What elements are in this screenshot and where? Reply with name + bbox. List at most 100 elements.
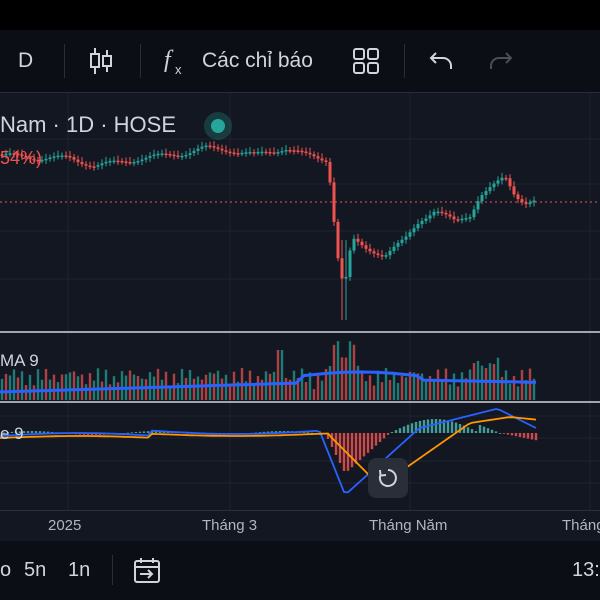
layout-button[interactable]: [352, 30, 380, 92]
volume-bar: [384, 368, 388, 400]
candle-body: [60, 155, 64, 158]
volume-bar: [16, 377, 20, 400]
macd-histogram-bar: [302, 432, 306, 433]
chart-area[interactable]: [0, 93, 600, 510]
macd-histogram-bar: [454, 422, 458, 433]
candle-body: [256, 151, 260, 154]
macd-histogram-bar: [130, 432, 134, 434]
range-button-5n[interactable]: 5n: [24, 541, 46, 600]
redo-button[interactable]: [488, 30, 514, 92]
candle-body: [136, 161, 140, 163]
volume-bar: [380, 382, 384, 400]
macd-histogram-bar: [398, 428, 402, 433]
volume-bar: [260, 379, 264, 400]
candle-body: [192, 150, 196, 154]
macd-histogram-bar: [450, 421, 454, 433]
macd-histogram-bar: [350, 433, 354, 468]
candlestick-icon: [90, 48, 112, 74]
macd-histogram-bar: [14, 431, 18, 433]
volume-bar: [28, 374, 32, 400]
volume-bar: [428, 375, 432, 400]
candle-body: [428, 215, 432, 219]
candle-body: [216, 147, 220, 149]
candle-body: [384, 255, 388, 257]
volume-bar: [180, 368, 184, 400]
candle-body: [500, 177, 504, 181]
reset-view-button[interactable]: [368, 458, 408, 498]
macd-histogram-bar: [354, 433, 358, 464]
candle-body: [380, 255, 384, 257]
fx-icon: f x: [164, 47, 182, 77]
volume-ma-line: [0, 370, 537, 394]
volume-bar: [100, 381, 104, 400]
range-button-1n[interactable]: 1n: [68, 541, 90, 600]
macd-histogram-bar: [338, 433, 342, 463]
clock-readout[interactable]: 13:: [572, 541, 600, 600]
candle-body: [392, 246, 396, 251]
volume-bar: [268, 373, 272, 400]
macd-histogram-bar: [22, 431, 26, 433]
volume-bar: [316, 372, 320, 400]
volume-bar: [456, 386, 460, 400]
candle-body: [444, 212, 448, 215]
candle-body: [140, 159, 144, 162]
volume-bar: [128, 370, 132, 400]
macd-histogram-bar: [490, 429, 494, 433]
candle-body: [440, 211, 444, 214]
symbol-legend[interactable]: Nam · 1D · HOSE: [0, 112, 177, 137]
date-range-button[interactable]: [132, 541, 162, 600]
volume-bar: [96, 368, 100, 400]
chart-toolbar: D f x Các chỉ báo: [0, 30, 600, 93]
undo-button[interactable]: [428, 30, 454, 92]
chart-type-button[interactable]: [88, 30, 114, 92]
macd-histogram-bar: [534, 433, 538, 441]
volume-bar: [360, 370, 364, 400]
macd-histogram-bar: [394, 430, 398, 433]
volume-bar: [288, 379, 292, 400]
volume-bar: [520, 369, 524, 400]
macd-histogram-bar: [30, 431, 34, 433]
candle-body: [468, 217, 472, 219]
range-button[interactable]: o: [0, 541, 11, 600]
volume-bar: [236, 381, 240, 400]
volume-bar: [108, 384, 112, 400]
price-chart[interactable]: [0, 93, 600, 510]
candle-body: [232, 152, 236, 154]
volume-bar: [156, 368, 160, 400]
volume-bar: [120, 371, 124, 400]
candle-body: [172, 154, 176, 157]
volume-bar: [368, 375, 372, 400]
volume-bar: [392, 371, 396, 400]
candle-body: [112, 160, 116, 163]
candle-body: [48, 157, 52, 160]
candle-body: [292, 150, 296, 152]
volume-ma-label[interactable]: MA 9: [0, 351, 39, 370]
volume-bar: [36, 369, 40, 400]
candle-body: [224, 150, 228, 152]
candle-body: [16, 153, 20, 156]
macd-histogram-bar: [142, 431, 146, 433]
volume-bar: [336, 341, 340, 400]
time-axis[interactable]: 2025 Tháng 3 Tháng Năm Tháng: [0, 510, 600, 541]
candle-body: [300, 150, 304, 153]
volume-bar: [192, 378, 196, 400]
candle-body: [148, 156, 152, 158]
candle-body: [116, 160, 120, 163]
macd-histogram-bar: [342, 433, 346, 471]
interval-button[interactable]: D: [18, 30, 33, 92]
candle-body: [472, 209, 476, 218]
macd-histogram-bar: [258, 432, 262, 433]
candle-body: [72, 157, 76, 160]
candle-body: [504, 177, 508, 180]
range-label: 1n: [68, 559, 91, 581]
volume-bar: [480, 365, 484, 400]
reset-view-icon: [378, 469, 397, 487]
date-range-icon: [134, 557, 160, 583]
candle-body: [416, 224, 420, 229]
indicators-button[interactable]: f x Các chỉ báo: [162, 30, 313, 92]
candle-body: [528, 202, 532, 205]
candle-body: [144, 157, 148, 160]
candle-body: [484, 191, 488, 195]
macd-label[interactable]: e 9: [0, 424, 24, 443]
volume-bar: [84, 384, 88, 400]
